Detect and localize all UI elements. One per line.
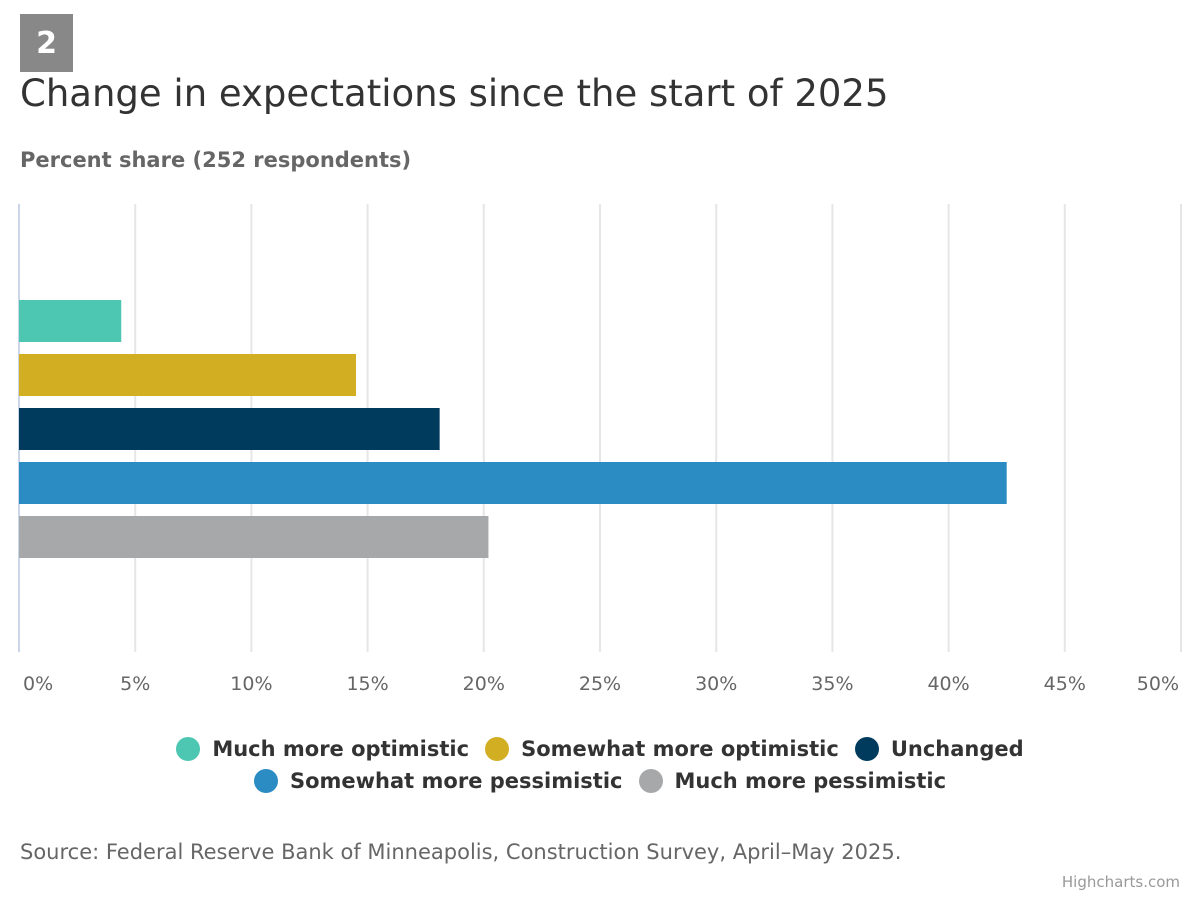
legend-dot: [854, 737, 879, 761]
bar-somewhat-more-pessimistic[interactable]: [19, 462, 1007, 504]
x-tick-label: 40%: [927, 673, 969, 695]
legend-item-unchanged[interactable]: Unchanged: [854, 737, 1024, 761]
legend-dot: [253, 769, 278, 793]
chart-title: Change in expectations since the start o…: [20, 72, 889, 115]
x-tick-label: 10%: [230, 673, 272, 695]
source-note: Source: Federal Reserve Bank of Minneapo…: [20, 840, 902, 864]
x-tick-label: 0%: [23, 673, 53, 695]
legend-dot: [176, 737, 201, 761]
bar-much-more-optimistic[interactable]: [19, 300, 122, 342]
legend-row-2: Somewhat more pessimistic Much more pess…: [0, 765, 1200, 797]
x-tick-label: 30%: [695, 673, 737, 695]
bars: [19, 300, 1007, 558]
x-tick-label: 45%: [1044, 673, 1086, 695]
legend-item-somewhat-more-optimistic[interactable]: Somewhat more optimistic: [485, 737, 839, 761]
bar-unchanged[interactable]: [19, 408, 440, 450]
legend-row-1: Much more optimistic Somewhat more optim…: [0, 733, 1200, 765]
bar-somewhat-more-optimistic[interactable]: [19, 354, 356, 396]
legend-label: Much more pessimistic: [674, 769, 947, 793]
x-axis-tick-labels: 0% 5% 10% 15% 20% 25% 30% 35% 40% 45% 50%: [23, 673, 1179, 695]
bar-much-more-pessimistic[interactable]: [19, 516, 489, 558]
x-tick-label: 50%: [1137, 673, 1179, 695]
legend: Much more optimistic Somewhat more optim…: [0, 733, 1200, 797]
x-tick-label: 5%: [120, 673, 150, 695]
legend-label: Somewhat more pessimistic: [289, 769, 623, 793]
chart-number-badge: 2: [20, 14, 73, 72]
legend-dot: [485, 737, 510, 761]
legend-label: Unchanged: [890, 737, 1024, 761]
x-tick-label: 20%: [463, 673, 505, 695]
legend-label: Much more optimistic: [212, 737, 470, 761]
legend-item-much-more-pessimistic[interactable]: Much more pessimistic: [638, 769, 947, 793]
legend-dot: [638, 769, 663, 793]
legend-label: Somewhat more optimistic: [521, 737, 839, 761]
highcharts-credits-link[interactable]: Highcharts.com: [1061, 873, 1180, 891]
x-tick-label: 25%: [579, 673, 621, 695]
legend-item-much-more-optimistic[interactable]: Much more optimistic: [176, 737, 469, 761]
chart-subtitle: Percent share (252 respondents): [20, 148, 412, 172]
x-tick-label: 35%: [811, 673, 853, 695]
x-tick-label: 15%: [346, 673, 388, 695]
legend-item-somewhat-more-pessimistic[interactable]: Somewhat more pessimistic: [253, 769, 623, 793]
